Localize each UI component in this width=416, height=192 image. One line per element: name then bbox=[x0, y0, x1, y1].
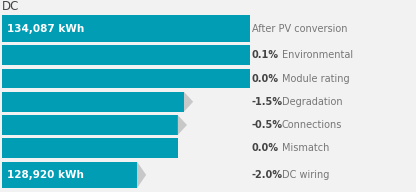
Text: After PV conversion: After PV conversion bbox=[252, 24, 347, 34]
Text: -2.0%: -2.0% bbox=[252, 170, 283, 180]
Text: -0.5%: -0.5% bbox=[252, 120, 283, 130]
Text: 0.1%: 0.1% bbox=[252, 50, 279, 60]
Text: Mismatch: Mismatch bbox=[282, 143, 329, 153]
Text: DC: DC bbox=[2, 0, 20, 13]
Text: -1.5%: -1.5% bbox=[252, 97, 283, 107]
Text: Connections: Connections bbox=[282, 120, 342, 130]
Text: 128,920 kWh: 128,920 kWh bbox=[7, 170, 84, 180]
Text: Environmental: Environmental bbox=[282, 50, 353, 60]
Text: 134,087 kWh: 134,087 kWh bbox=[7, 24, 84, 34]
Text: Module rating: Module rating bbox=[282, 74, 349, 84]
Text: Degradation: Degradation bbox=[282, 97, 342, 107]
Text: 0.0%: 0.0% bbox=[252, 74, 279, 84]
Text: DC wiring: DC wiring bbox=[282, 170, 329, 180]
Text: 0.0%: 0.0% bbox=[252, 143, 279, 153]
